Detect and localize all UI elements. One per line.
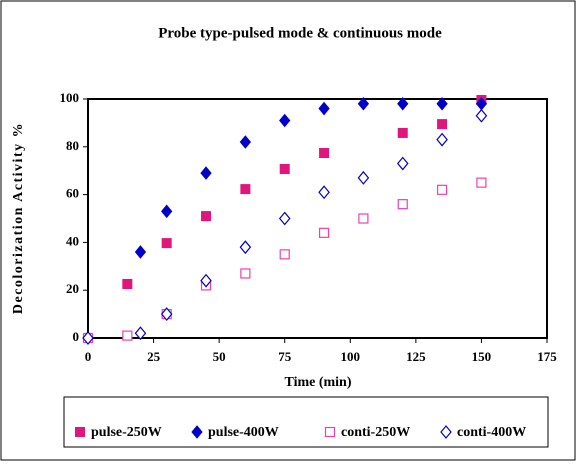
point xyxy=(436,184,448,195)
legend-marker xyxy=(75,427,85,437)
legend-marker xyxy=(440,425,452,439)
point xyxy=(134,326,147,341)
point xyxy=(357,96,370,111)
x-tick-label: 0 xyxy=(85,349,92,364)
point xyxy=(160,307,173,322)
point xyxy=(357,170,370,185)
plot-frame xyxy=(87,98,548,339)
point xyxy=(279,113,291,128)
y-tick-label: 100 xyxy=(60,90,80,105)
legend-label: pulse-400W xyxy=(208,425,279,440)
point xyxy=(318,185,330,200)
y-tick-label: 40 xyxy=(66,233,79,248)
legend-label: pulse-250W xyxy=(91,425,162,440)
y-tick-label: 0 xyxy=(73,329,80,344)
point xyxy=(475,108,488,123)
point xyxy=(239,135,252,149)
x-tick-label: 25 xyxy=(147,349,161,364)
point xyxy=(278,211,291,226)
point xyxy=(397,96,409,111)
legend-box xyxy=(63,396,549,448)
x-tick-label: 125 xyxy=(406,349,426,364)
x-axis-label: Time (min) xyxy=(284,375,351,390)
x-tick-label: 50 xyxy=(213,349,226,364)
x-tick-label: 75 xyxy=(278,349,292,364)
point xyxy=(396,156,409,171)
point xyxy=(161,204,173,219)
legend-label: conti-250W xyxy=(341,425,410,440)
point xyxy=(436,96,448,111)
point xyxy=(318,227,330,238)
point xyxy=(318,101,330,116)
y-tick-label: 80 xyxy=(66,138,79,153)
point xyxy=(122,278,133,289)
point xyxy=(240,184,251,195)
point xyxy=(200,166,212,180)
x-tick-label: 100 xyxy=(341,349,361,364)
y-tick-label: 60 xyxy=(66,186,79,201)
point xyxy=(437,119,448,130)
point xyxy=(436,132,448,147)
chart-title: Probe type-pulsed mode & continuous mode xyxy=(158,25,442,41)
point xyxy=(397,199,408,210)
point xyxy=(82,331,94,345)
y-axis-label: Decolorization Activity % xyxy=(11,122,26,314)
point xyxy=(161,238,172,249)
legend-marker xyxy=(191,425,203,439)
point xyxy=(240,268,251,279)
point xyxy=(134,245,147,259)
point xyxy=(239,240,252,255)
legend-marker xyxy=(324,426,336,438)
point xyxy=(358,213,369,224)
point xyxy=(397,127,408,138)
legend-label: conti-400W xyxy=(457,425,526,440)
x-tick-label: 150 xyxy=(472,349,492,364)
x-tick-label: 175 xyxy=(537,349,557,364)
point xyxy=(200,273,212,288)
point xyxy=(201,211,212,222)
point xyxy=(279,249,290,260)
point xyxy=(476,177,487,188)
point xyxy=(319,148,330,159)
y-tick-label: 20 xyxy=(66,281,79,296)
point xyxy=(279,164,290,175)
point xyxy=(122,330,133,341)
